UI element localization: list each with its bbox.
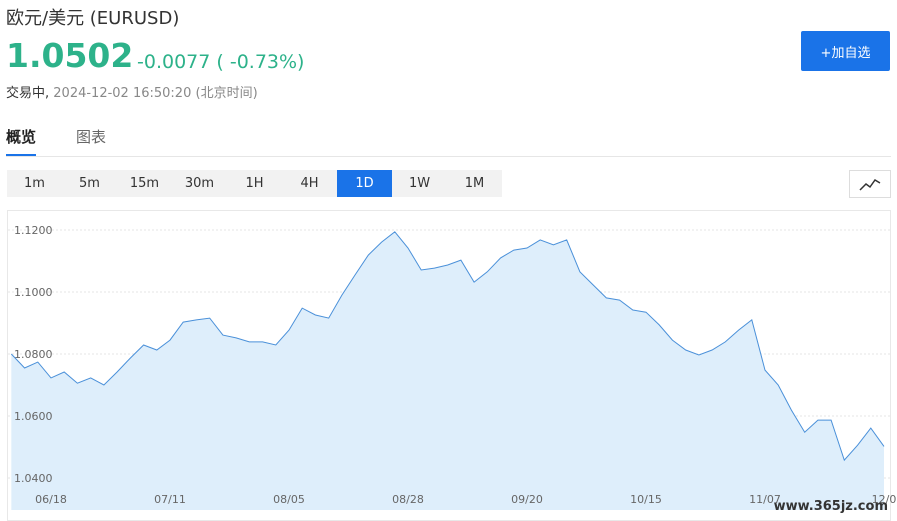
tab[interactable]: 图表 <box>76 128 107 146</box>
x-tick-label: 08/05 <box>273 493 305 506</box>
tab[interactable]: 概览 <box>6 118 37 156</box>
status: 交易中, 2024-12-02 16:50:20 (北京时间) <box>6 82 258 101</box>
x-tick-label: 08/28 <box>392 493 424 506</box>
x-tick-label: 06/18 <box>35 493 67 506</box>
chart-icon <box>859 179 881 191</box>
title: 欧元/美元 (EURUSD) <box>6 8 180 29</box>
chart-type-button[interactable] <box>849 170 891 198</box>
watermark: www.365jz.com <box>774 499 888 514</box>
period-button[interactable]: 15m <box>129 176 160 191</box>
tabs: 概览 图表 <box>6 118 891 157</box>
x-tick-label: 09/20 <box>511 493 543 506</box>
y-tick-label: 1.0600 <box>14 410 53 423</box>
change-pct: ( -0.73%) <box>216 51 305 73</box>
period-button[interactable]: 1M <box>464 176 485 191</box>
area <box>11 231 885 511</box>
y-tick-label: 1.1200 <box>14 224 53 237</box>
period-button[interactable]: 4H <box>300 176 319 191</box>
period-button[interactable]: 5m <box>79 176 100 191</box>
period-button[interactable]: 1m <box>24 176 45 191</box>
change-value: -0.0077 <box>137 51 211 73</box>
y-tick-label: 1.1000 <box>14 286 53 299</box>
period-selector: 1m 5m 15m 30m 1H 4H 1D 1W 1M <box>7 170 502 197</box>
period-button[interactable]: 1D <box>337 170 392 197</box>
status-text: 交易中, <box>6 86 50 101</box>
line <box>10 231 885 462</box>
period-button[interactable]: 1H <box>245 176 264 191</box>
period-button[interactable]: 1W <box>408 176 431 191</box>
timezone: (北京时间) <box>195 86 258 101</box>
y-tick-label: 1.0400 <box>14 472 53 485</box>
x-tick-label: 10/15 <box>630 493 662 506</box>
x-tick-label: 07/11 <box>154 493 186 506</box>
add-button[interactable]: +加自选 <box>801 31 890 71</box>
change: -0.0077 ( -0.73%) <box>137 51 304 73</box>
period-button[interactable]: 30m <box>184 176 215 191</box>
x-tick-label: 12/0 <box>872 493 897 506</box>
price: 1.0502 <box>6 36 134 75</box>
chart: 1.0400 1.0600 1.0800 1.1000 1.1200 06/18 07/11… <box>7 210 897 521</box>
x-tick-label: 11/07 <box>749 493 781 506</box>
y-tick-label: 1.0800 <box>14 348 53 361</box>
time: 2024-12-02 16:50:20 <box>53 86 192 101</box>
